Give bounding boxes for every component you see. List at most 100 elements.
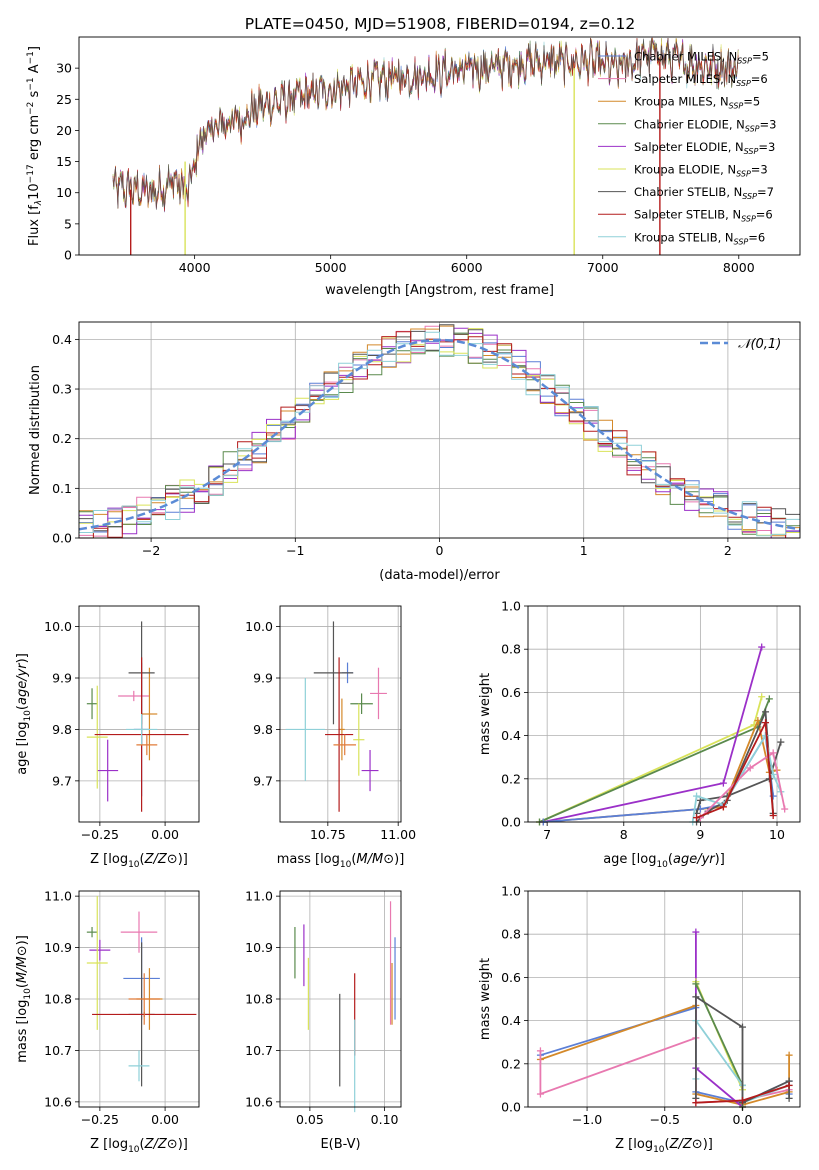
errorbar-point — [339, 698, 345, 761]
x-axis-label: Z [log10(Z/Z⊙)] — [90, 1137, 188, 1155]
legend-label: Chabrier ELODIE, NSSP=3 — [634, 117, 776, 133]
x-axis-label: Z [log10(Z/Z⊙)] — [90, 852, 188, 870]
weight-marker — [692, 980, 700, 988]
y-tick-label: 1.0 — [501, 884, 521, 899]
weight-marker — [785, 1094, 793, 1102]
weight-series — [539, 698, 771, 823]
grid — [528, 890, 800, 1108]
weight-marker — [536, 1090, 544, 1098]
legend-label: Salpeter ELODIE, NSSP=3 — [634, 140, 775, 156]
errorbar-point — [128, 1050, 150, 1082]
y-tick-label: 10.0 — [44, 619, 72, 634]
y-axis-label: age [log10(age/yr)] — [15, 653, 33, 775]
y-tick-label: 9.7 — [253, 773, 273, 788]
y-tick-label: 0.8 — [501, 927, 521, 942]
errorbar-point — [141, 667, 158, 761]
x-tick-label: 0.00 — [151, 827, 179, 842]
x-tick-label: 10.75 — [310, 827, 346, 842]
weight-marker — [692, 1099, 700, 1107]
x-tick-label: 11.00 — [380, 827, 416, 842]
y-tick-label: 0.2 — [501, 1056, 521, 1071]
y-tick-label: 10.0 — [245, 619, 273, 634]
weight-marker — [692, 993, 700, 1001]
x-tick-label: 4000 — [179, 260, 211, 275]
x-tick-label: 10 — [769, 827, 785, 842]
y-tick-label: 10.9 — [245, 940, 273, 955]
errorbar-point — [86, 688, 98, 720]
errorbar-point — [86, 685, 108, 789]
y-tick-label: 5 — [64, 216, 72, 231]
y-axis-label: mass weight — [478, 673, 493, 755]
y-tick-label: 0.6 — [501, 685, 521, 700]
weight-series — [696, 719, 775, 819]
plot-area — [86, 621, 189, 812]
weight-series — [695, 932, 744, 1108]
legend-label: 𝒩(0,1) — [738, 337, 781, 352]
y-tick-label: 0.4 — [501, 1013, 521, 1028]
weight-marker — [738, 1023, 746, 1031]
grid — [280, 606, 401, 822]
y-tick-label: 11.0 — [44, 889, 72, 904]
legend-label: Chabrier STELIB, NSSP=7 — [634, 185, 774, 201]
y-axis-label: Normed distribution — [28, 365, 43, 495]
y-tick-label: 0.1 — [52, 481, 72, 496]
x-axis-label: age [log10(age/yr)] — [603, 852, 725, 870]
gaussian-curve — [78, 338, 801, 531]
x-axis-label: mass [log10(M/M⊙)] — [277, 852, 405, 870]
x-tick-label: 0.00 — [151, 1112, 179, 1127]
y-tick-label: 10 — [56, 185, 72, 200]
y-tick-label: 10.8 — [245, 992, 273, 1007]
axes-frame — [78, 605, 200, 823]
weight-marker — [769, 770, 777, 778]
y-tick-label: 0.4 — [52, 332, 72, 347]
errorbar-point — [313, 621, 354, 725]
chart-age_vs_mass: 10.75 11.00 9.7 9.8 9.9 10.0 mass [log10(M/M⊙)… — [245, 605, 416, 870]
y-tick-label: 0.0 — [501, 815, 521, 830]
errorbar-point — [128, 973, 160, 1025]
y-tick-label: 9.8 — [253, 722, 273, 737]
y-tick-label: 9.9 — [52, 671, 72, 686]
x-axis-label: E(B-V) — [320, 1137, 360, 1152]
y-tick-label: 0.8 — [501, 642, 521, 657]
errorbar-point — [120, 911, 158, 953]
chart-spectrum: 4000 5000 6000 7000 8000 0 5 10 15 20 25 30 waveleng… — [26, 36, 801, 298]
x-tick-label: 5000 — [315, 260, 347, 275]
y-tick-label: 10.9 — [44, 940, 72, 955]
legend: Chabrier MILES, NSSP=5 Salpeter MILES, NS… — [598, 50, 776, 246]
axes-frame — [527, 605, 801, 823]
plot-area — [86, 896, 197, 1087]
legend-label: Salpeter MILES, NSSP=6 — [634, 72, 768, 88]
y-tick-label: 20 — [56, 123, 72, 138]
weight-marker — [693, 814, 701, 822]
y-tick-label: 10.7 — [44, 1043, 72, 1058]
y-tick-label: 15 — [56, 154, 72, 169]
weight-marker — [758, 643, 766, 651]
axes-frame — [527, 890, 801, 1108]
x-tick-label: 8 — [620, 827, 628, 842]
y-tick-label: 0.0 — [501, 1100, 521, 1115]
legend-label: Salpeter STELIB, NSSP=6 — [634, 208, 773, 224]
errorbar-point — [370, 667, 387, 720]
x-tick-label: 2 — [724, 543, 732, 558]
y-tick-label: 9.8 — [52, 722, 72, 737]
grid — [528, 605, 800, 823]
legend: 𝒩(0,1) — [700, 337, 781, 352]
y-tick-label: 0 — [64, 248, 72, 263]
legend-label: Kroupa ELODIE, NSSP=3 — [634, 163, 768, 179]
x-tick-label: 0.0 — [733, 1112, 753, 1127]
errorbar-point — [86, 927, 98, 938]
axes-frame — [78, 321, 801, 539]
errorbar-point — [86, 896, 108, 1030]
weight-marker — [746, 764, 754, 772]
errorbar-point — [89, 939, 111, 961]
y-tick-label: 25 — [56, 92, 72, 107]
weight-marker — [692, 928, 700, 936]
x-tick-label: 1 — [580, 543, 588, 558]
y-tick-label: 0.0 — [52, 531, 72, 546]
y-axis-label: mass [log10(M/M⊙)] — [15, 935, 33, 1063]
x-axis-label: Z [log10(Z/Z⊙)] — [615, 1137, 713, 1155]
y-tick-label: 0.6 — [501, 970, 521, 985]
chart-weight_vs_age: 7 8 9 10 0.0 0.2 0.4 0.6 0.8 1.0 mass weight age [l… — [478, 599, 801, 870]
plot-area — [285, 621, 387, 812]
weight-marker — [762, 719, 770, 727]
